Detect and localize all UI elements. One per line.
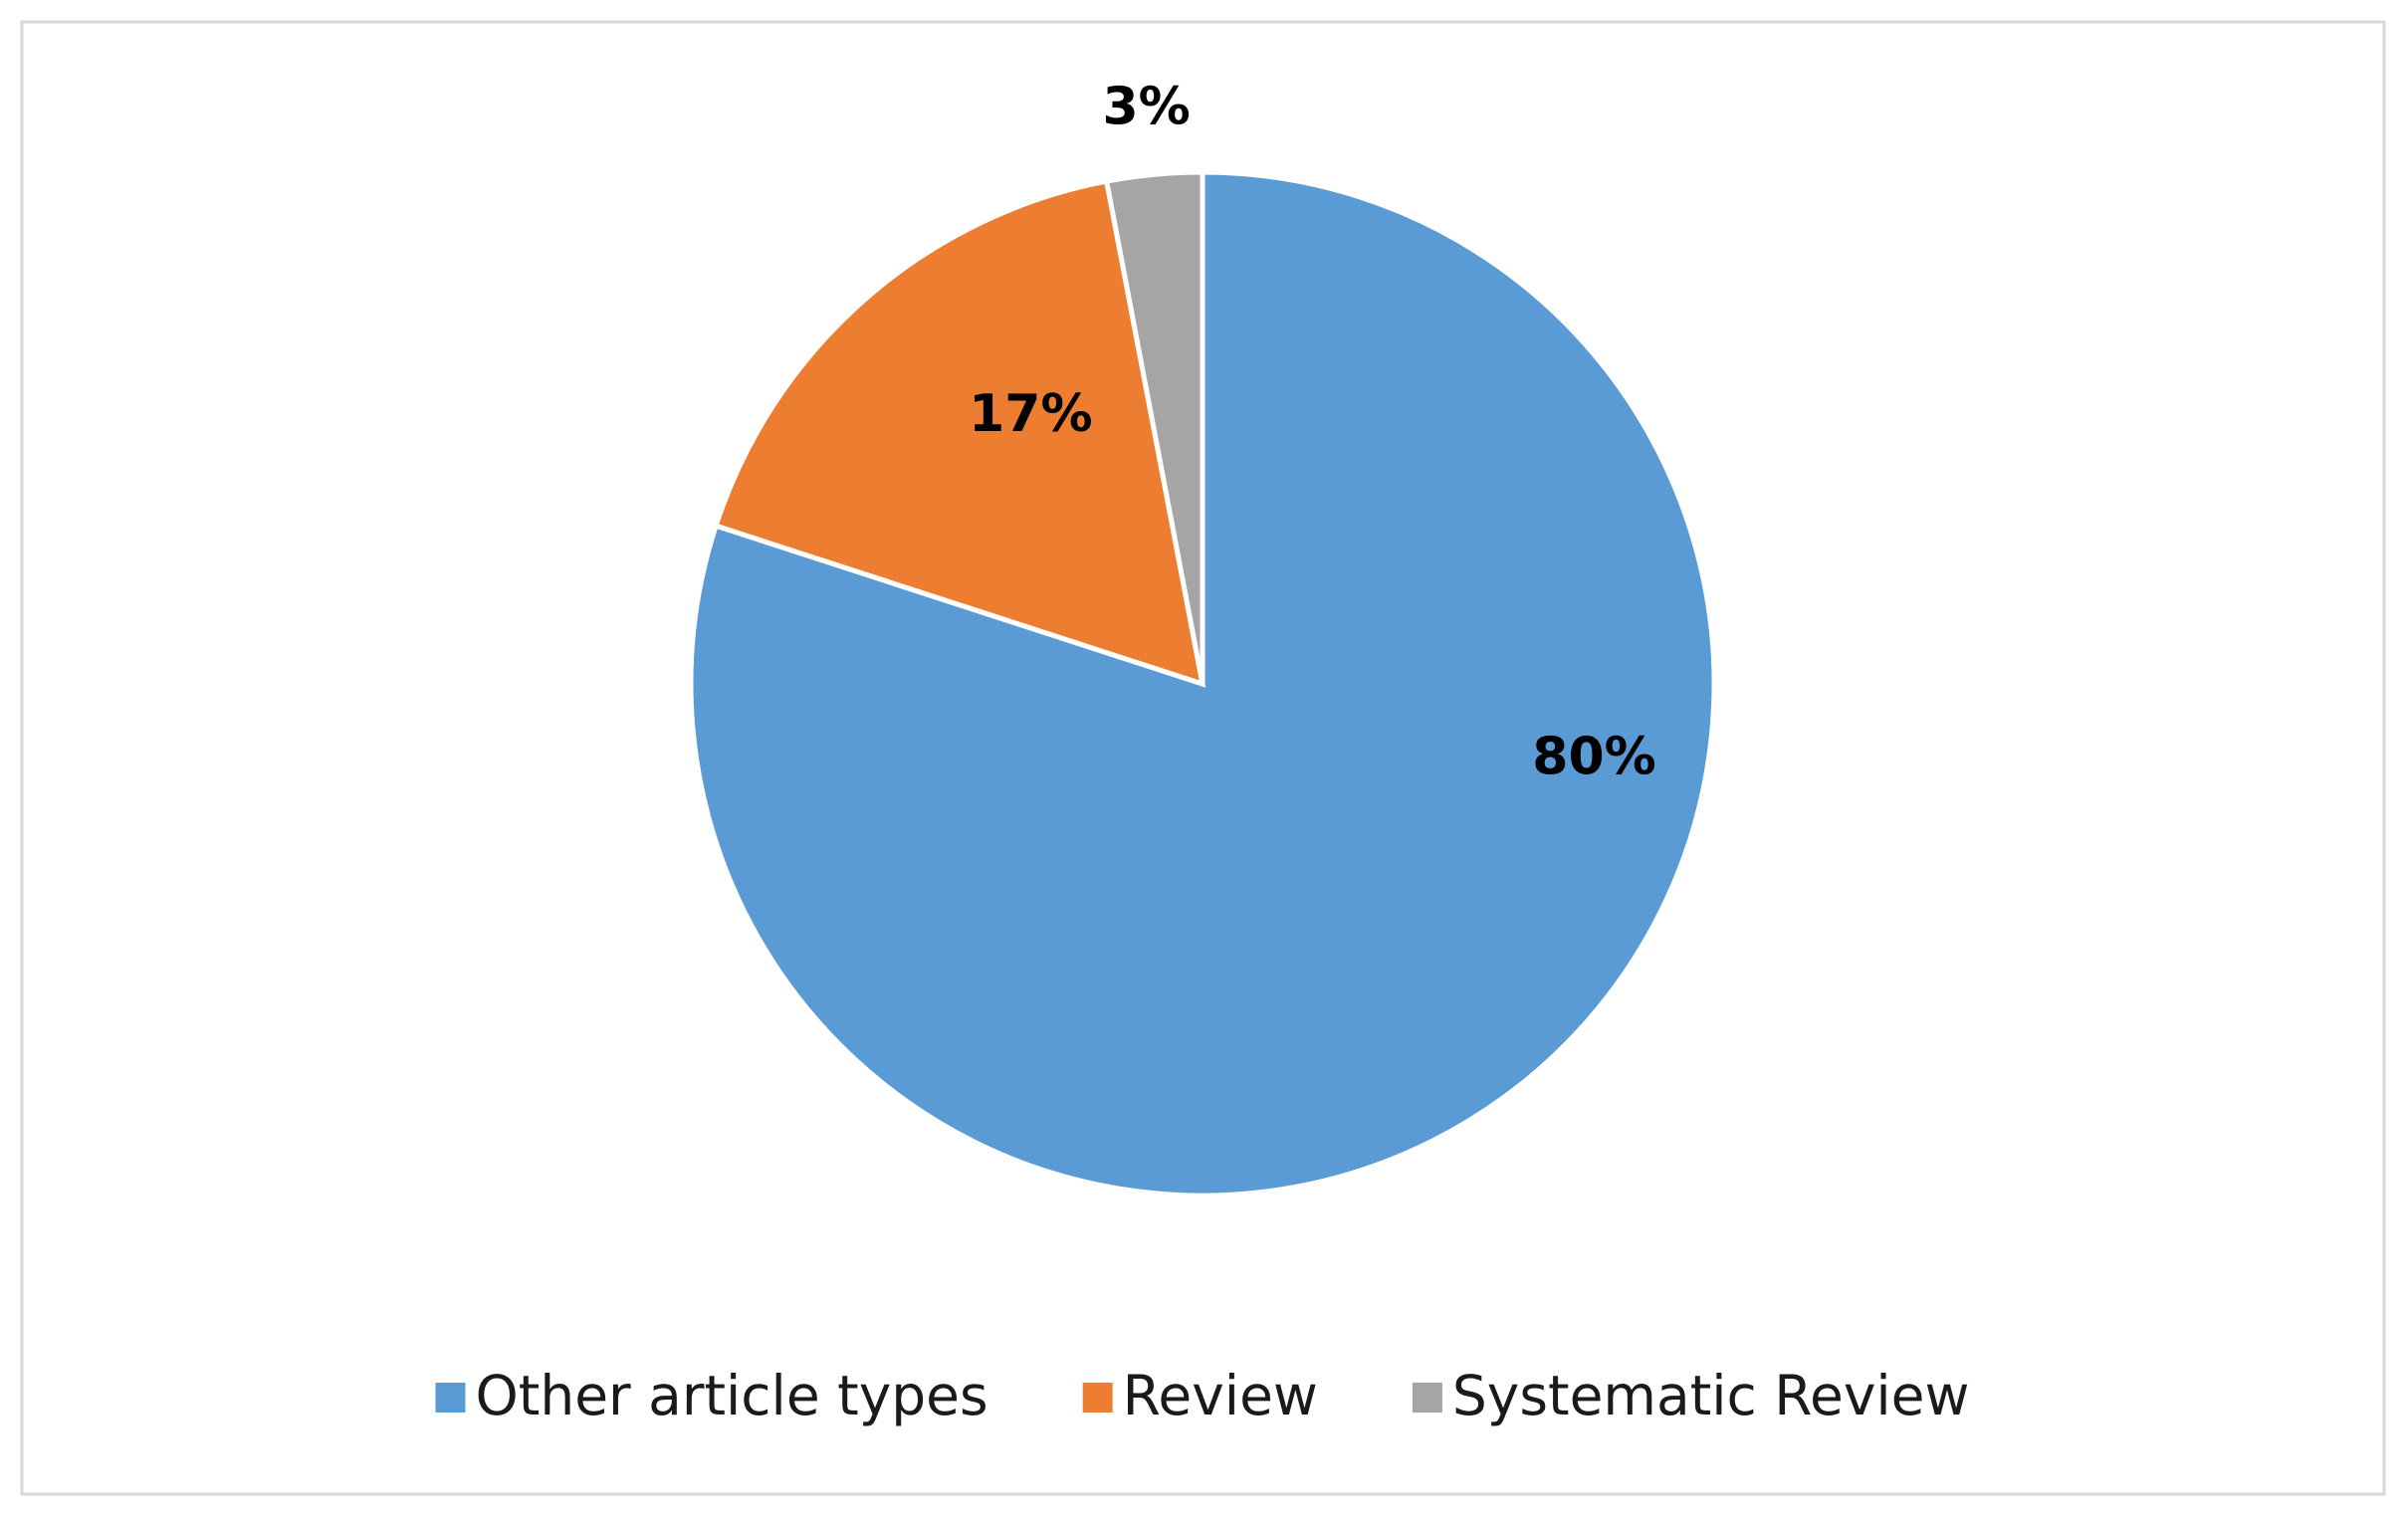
data-label: 3% [1102,77,1190,136]
legend-label: Systematic Review [1452,1364,1970,1427]
pie-slice [1103,169,1205,685]
legend-swatch [435,1383,466,1413]
legend-swatch [1082,1383,1113,1413]
data-label: 80% [1532,728,1655,787]
pie-slice [713,178,1206,688]
legend-label: Review [1123,1364,1318,1427]
legend-swatch [1412,1383,1442,1413]
data-label: 17% [969,384,1092,444]
legend-label: Other article types [475,1364,987,1427]
